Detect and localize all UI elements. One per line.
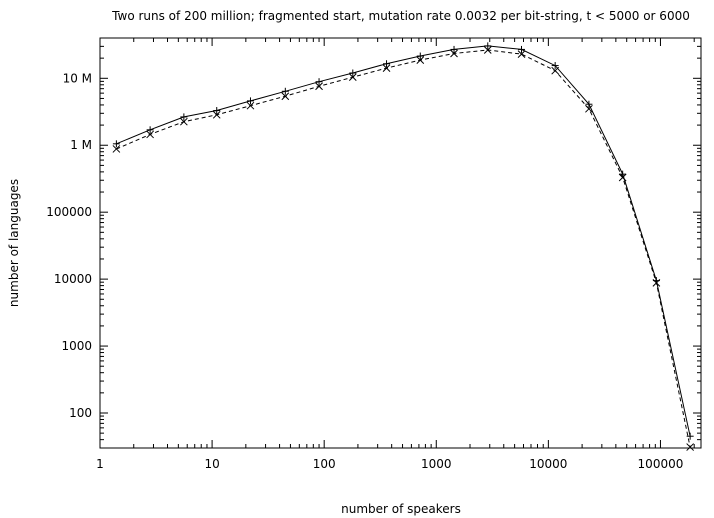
y-tick-label: 100 xyxy=(69,406,92,420)
x-tick-label: 100 xyxy=(313,457,336,471)
data-point xyxy=(585,100,593,108)
data-point xyxy=(112,145,121,153)
x-axis-ticks: 1 10 100 1000 10000 100000 xyxy=(96,38,695,471)
data-point xyxy=(146,130,154,139)
series-line xyxy=(116,49,691,448)
data-point xyxy=(450,49,458,58)
data-point xyxy=(315,82,323,91)
y-axis-label: number of languages xyxy=(7,179,21,307)
x-axis-label: number of speakers xyxy=(341,502,461,516)
x-tick-label: 100000 xyxy=(638,457,684,471)
chart-title: Two runs of 200 million; fragmented star… xyxy=(111,9,690,23)
data-point xyxy=(517,50,526,58)
data-point xyxy=(450,45,458,53)
y-tick-label: 1000 xyxy=(61,339,92,353)
data-point xyxy=(686,443,694,451)
x-tick-label: 10 xyxy=(204,457,219,471)
data-point xyxy=(281,87,289,95)
data-point xyxy=(348,73,357,82)
x-tick-label: 10000 xyxy=(529,457,567,471)
data-point xyxy=(246,101,255,110)
x-tick-label: 1 xyxy=(96,457,104,471)
x-tick-label: 1000 xyxy=(421,457,452,471)
data-point xyxy=(618,173,627,182)
data-point xyxy=(212,110,221,119)
data-point xyxy=(483,46,492,54)
data-point xyxy=(686,432,694,440)
y-axis-ticks: 100 1000 10000 100000 1 M 10 M xyxy=(46,37,701,449)
plot-frame xyxy=(99,37,702,449)
series-2 xyxy=(112,46,694,451)
y-tick-label: 10000 xyxy=(54,272,92,286)
data-point xyxy=(518,45,526,53)
series-1 xyxy=(112,42,694,440)
data-point xyxy=(383,60,391,68)
data-point xyxy=(315,78,323,86)
data-point xyxy=(551,62,559,70)
data-point xyxy=(281,92,290,101)
data-point xyxy=(146,126,154,134)
data-point xyxy=(180,113,188,121)
data-point xyxy=(416,56,425,64)
data-point xyxy=(652,278,661,287)
y-tick-label: 1 M xyxy=(70,138,92,152)
data-point xyxy=(349,69,357,77)
data-point xyxy=(551,66,560,75)
series-layer xyxy=(112,42,694,451)
data-point xyxy=(416,52,424,60)
data-point xyxy=(484,42,492,50)
series-line xyxy=(116,45,691,437)
data-point xyxy=(382,64,391,72)
y-tick-label: 100000 xyxy=(46,205,92,219)
y-tick-label: 10 M xyxy=(63,71,92,85)
data-point xyxy=(180,117,188,126)
data-point xyxy=(213,107,221,115)
data-point xyxy=(112,140,120,148)
data-point xyxy=(246,97,254,105)
data-point xyxy=(585,104,593,113)
